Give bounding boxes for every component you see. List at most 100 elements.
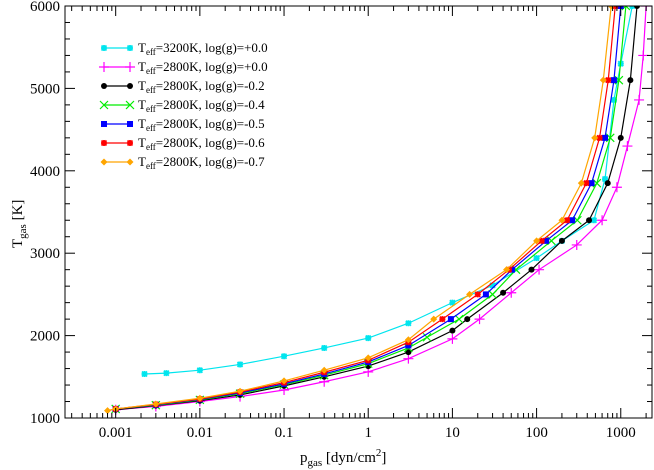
data-point xyxy=(474,314,485,325)
data-point xyxy=(464,316,471,323)
data-point xyxy=(563,217,571,224)
legend-marker xyxy=(125,62,135,72)
data-point xyxy=(365,334,372,342)
data-point xyxy=(404,336,412,344)
x-tick-label: 10 xyxy=(445,425,460,441)
data-point xyxy=(627,77,634,84)
legend: Teff=3200K, log(g)=+0.0 Teff=2800K, log(g… xyxy=(99,40,268,171)
data-point xyxy=(482,291,489,298)
data-point xyxy=(577,179,585,187)
data-point xyxy=(488,289,497,299)
data-point xyxy=(405,320,412,327)
data-point xyxy=(503,266,511,274)
data-point xyxy=(543,237,550,244)
data-point xyxy=(604,180,611,187)
legend-marker xyxy=(125,100,135,110)
axis-ticks: 0.001 0.01 0.1 1 10 100 1000 1000 2000 3000 4000 50… xyxy=(30,0,652,441)
data-point xyxy=(634,6,641,9)
data-point xyxy=(583,180,590,187)
series-line xyxy=(115,6,627,410)
data-point xyxy=(590,217,598,224)
data-point xyxy=(405,342,412,349)
data-point xyxy=(571,239,582,250)
data-point xyxy=(152,400,160,408)
legend-entry: Teff=2800K, log(g)=-0.4 xyxy=(138,97,265,114)
x-tick-label: 0.1 xyxy=(275,425,294,441)
data-point xyxy=(538,237,545,244)
data-point xyxy=(617,134,624,141)
data-point xyxy=(320,366,328,374)
data-point xyxy=(449,299,456,306)
y-tick-label: 5000 xyxy=(30,81,60,97)
data-point xyxy=(605,77,612,84)
legend-marker xyxy=(101,121,107,127)
data-point xyxy=(569,217,576,224)
data-point xyxy=(447,333,458,344)
legend-entry: Teff=2800K, log(g)=-0.6 xyxy=(138,135,265,152)
y-tick-label: 1000 xyxy=(30,411,60,427)
data-point xyxy=(533,237,541,245)
y-axis-label: Tgas [K] xyxy=(10,200,29,248)
y-tick-label: 2000 xyxy=(30,329,60,345)
series-line xyxy=(107,6,612,412)
series-2 xyxy=(112,6,641,413)
legend-marker xyxy=(99,62,109,72)
data-point xyxy=(601,175,609,183)
data-point xyxy=(422,332,432,342)
data-point xyxy=(405,349,412,356)
x-tick-label: 0.01 xyxy=(187,425,213,441)
legend-marker xyxy=(126,158,134,166)
data-point xyxy=(236,387,244,395)
data-point xyxy=(591,134,599,142)
data-point xyxy=(599,76,607,84)
data-point xyxy=(622,141,633,152)
data-point xyxy=(280,353,288,360)
data-point xyxy=(586,217,593,224)
data-point xyxy=(447,316,454,323)
data-point xyxy=(611,182,622,193)
legend-marker xyxy=(100,44,108,52)
legend-entry: Teff=2800K, log(g)=-0.7 xyxy=(138,154,265,171)
data-point xyxy=(280,377,288,385)
legend-entry: Teff=2800K, log(g)=-0.5 xyxy=(138,116,265,133)
legend-marker xyxy=(100,139,108,147)
series-line xyxy=(115,6,638,411)
data-point xyxy=(163,369,170,377)
x-tick-label: 100 xyxy=(525,425,548,441)
legend-marker xyxy=(100,158,108,166)
data-point xyxy=(610,77,617,84)
data-point xyxy=(500,289,507,296)
data-point xyxy=(610,96,618,104)
data-point xyxy=(364,354,372,362)
data-point xyxy=(528,266,535,273)
data-point xyxy=(439,315,446,323)
data-point xyxy=(533,255,540,262)
data-point xyxy=(403,353,414,364)
y-tick-label: 3000 xyxy=(30,246,60,262)
data-point xyxy=(558,237,565,244)
data-point xyxy=(466,290,474,298)
data-point xyxy=(634,94,645,105)
data-point xyxy=(474,291,481,298)
series-0 xyxy=(141,6,636,378)
data-point xyxy=(449,327,456,334)
data-point xyxy=(489,282,496,289)
data-point xyxy=(506,287,517,298)
data-point xyxy=(196,367,203,374)
data-point xyxy=(454,314,464,324)
data-point xyxy=(104,407,112,415)
y-tick-label: 4000 xyxy=(30,164,60,180)
data-point xyxy=(597,215,608,226)
legend-entry: Teff=2800K, log(g)=-0.2 xyxy=(138,78,265,95)
data-point xyxy=(534,264,545,275)
legend-marker xyxy=(126,139,134,147)
legend-marker xyxy=(126,44,134,52)
data-point xyxy=(196,394,204,402)
data-point xyxy=(588,180,595,187)
data-point xyxy=(141,370,148,378)
data-point xyxy=(596,134,603,141)
series-layer xyxy=(104,6,652,415)
data-point xyxy=(638,50,649,61)
